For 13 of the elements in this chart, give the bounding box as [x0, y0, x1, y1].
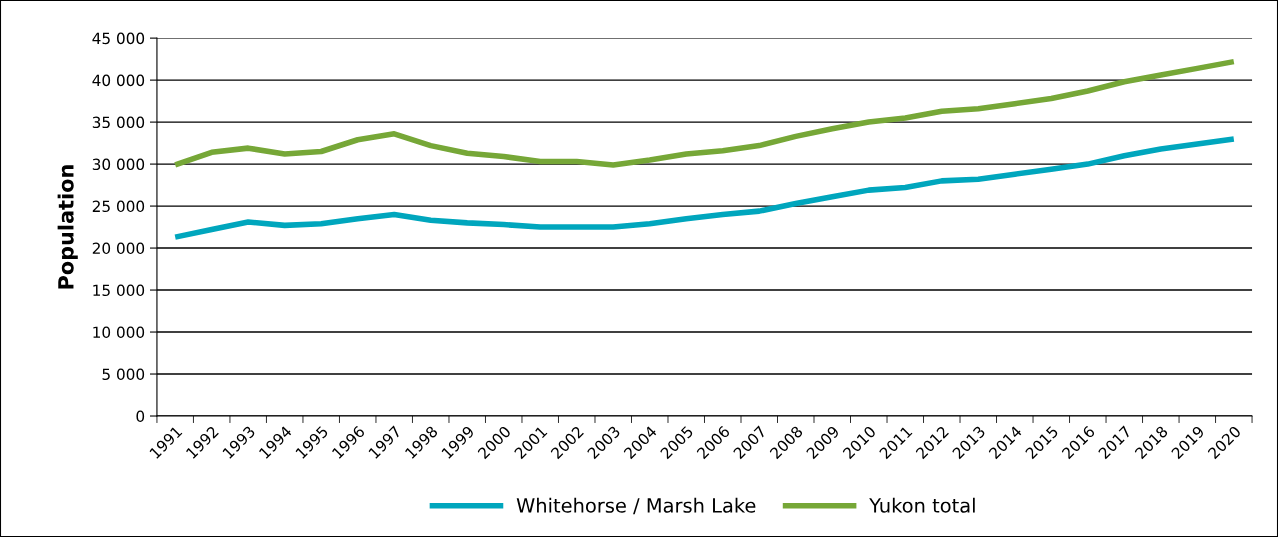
y-tick-label: 0: [136, 410, 145, 423]
y-tick-label: 35 000: [92, 116, 145, 129]
y-tick-label: 15 000: [93, 284, 145, 297]
legend-label: Whitehorse / Marsh Lake: [516, 497, 756, 515]
y-tick-label: 10 000: [93, 326, 145, 339]
y-tick-label: 45 000: [92, 32, 145, 45]
y-tick-label: 20 000: [92, 242, 145, 255]
y-axis-title: Population: [57, 165, 78, 289]
y-tick-label: 5 000: [102, 368, 145, 381]
y-tick-label: 30 000: [92, 158, 145, 171]
y-tick-label: 40 000: [92, 74, 145, 87]
legend-label: Yukon total: [869, 497, 975, 513]
y-tick-label: 25 000: [92, 200, 145, 213]
